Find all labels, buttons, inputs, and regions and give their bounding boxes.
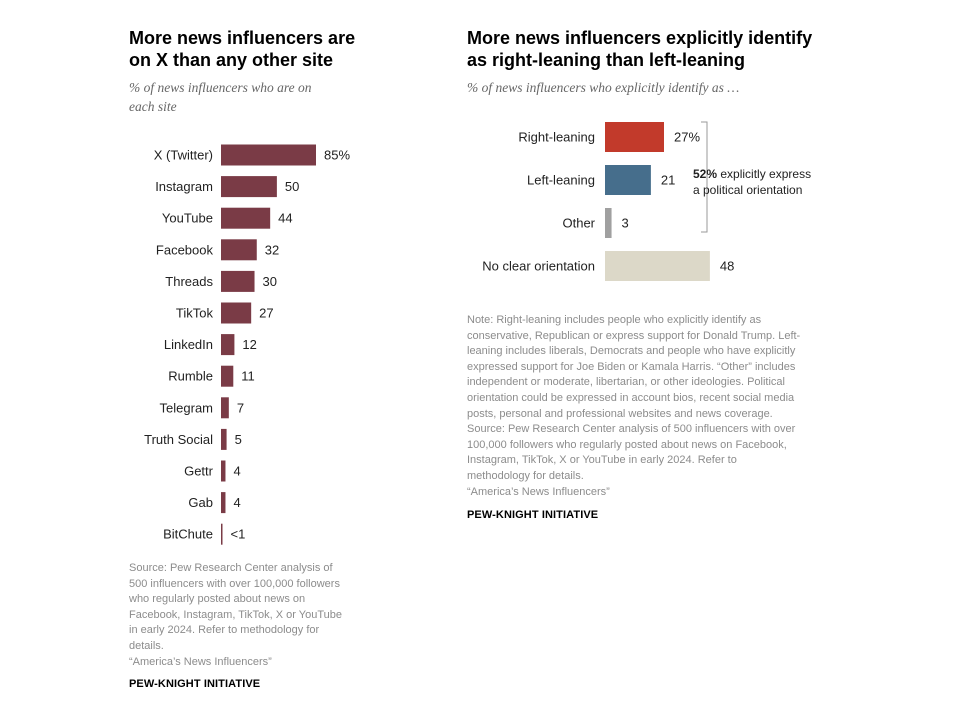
category-label: Right-leaning [518, 130, 595, 145]
category-label: TikTok [176, 306, 214, 321]
annotation-line-1: 52% explicitly express [693, 166, 811, 182]
note-line: in early 2024. Refer to methodology for [129, 624, 320, 637]
category-label: Threads [165, 274, 213, 289]
value-label: 5 [235, 432, 242, 447]
annotation-line-2: a political orientation [693, 183, 803, 197]
bar-instagram [221, 176, 277, 198]
bar-telegram [221, 397, 229, 419]
note-line: expressed support for Joe Biden or Kamal… [467, 360, 796, 373]
value-label: 30 [263, 274, 277, 289]
bar-tiktok [221, 302, 252, 324]
note-line: Source: Pew Research Center analysis of [129, 562, 333, 574]
note-line: posts, personal and professional website… [467, 407, 773, 420]
value-label: 85% [324, 148, 350, 163]
bar-youtube [221, 207, 271, 229]
bar-left-leaning [605, 165, 651, 195]
category-label: Gettr [184, 464, 214, 479]
value-label: 7 [237, 400, 244, 415]
left-title-line-2: on X than any other site [129, 50, 334, 70]
bar-other [605, 208, 612, 238]
left-source-note: Source: Pew Research Center analysis of 5… [129, 561, 342, 670]
value-label: 48 [720, 259, 734, 274]
left-chart-title: More news influencers are on X than any … [129, 27, 355, 71]
orientation-annotation: 52% explicitly express a political orien… [693, 166, 811, 198]
note-line: Instagram, TikTok, X or YouTube in early… [467, 454, 737, 467]
category-label: Instagram [155, 179, 213, 194]
annotation-percent: 52% [693, 167, 718, 181]
category-label: Facebook [156, 242, 214, 257]
bar-truth-social [221, 428, 227, 450]
annotation-text-1: explicitly express [717, 167, 812, 181]
value-label: 21 [661, 173, 675, 188]
note-line: 500 influencers with over 100,000 follow… [129, 577, 340, 590]
bar-no-clear-orientation [605, 251, 710, 281]
right-chart-title: More news influencers explicitly identif… [467, 27, 812, 71]
value-label: 27% [674, 130, 700, 145]
category-label: Truth Social [144, 432, 213, 447]
right-source-note: Note: Right-leaning includes people who … [467, 313, 800, 500]
right-bar-chart: Right-leaning 27% Left-leaning 21 Other 3 No c… [482, 121, 734, 281]
bar-x-twitter- [221, 144, 316, 166]
note-line: Note: Right-leaning includes people who … [467, 314, 762, 326]
right-brand: PEW-KNIGHT INITIATIVE [467, 509, 599, 521]
bar-facebook [221, 239, 257, 261]
note-line: who regularly posted about news on [129, 593, 306, 606]
bar-gettr [221, 460, 226, 482]
value-label: 4 [233, 495, 240, 510]
right-title-line-1: More news influencers explicitly identif… [467, 28, 813, 48]
value-label: 12 [242, 337, 256, 352]
bar-bitchute [221, 523, 223, 545]
note-line: Source: Pew Research Center analysis of … [467, 423, 796, 436]
right-chart-subtitle: % of news influencers who explicitly ide… [467, 80, 740, 95]
bar-rumble [221, 365, 234, 387]
value-label: <1 [231, 527, 246, 542]
left-subtitle-line-1: % of news influencers who are on [129, 80, 312, 95]
value-label: 32 [265, 242, 279, 257]
left-title-line-1: More news influencers are [129, 28, 356, 48]
note-line: “America’s News Influencers” [467, 485, 610, 498]
category-label: Other [562, 216, 595, 231]
bar-right-leaning [605, 122, 664, 152]
note-line: leaning includes liberals, Democrats and… [467, 345, 796, 358]
note-line: 100,000 followers who regularly posted a… [467, 438, 787, 451]
note-line: “America’s News Influencers” [129, 655, 272, 668]
category-label: Rumble [168, 369, 213, 384]
category-label: X (Twitter) [154, 148, 213, 163]
category-label: BitChute [163, 527, 213, 542]
category-label: LinkedIn [164, 337, 213, 352]
value-label: 3 [622, 216, 629, 231]
value-label: 27 [259, 306, 273, 321]
note-line: details. [129, 639, 164, 652]
value-label: 11 [241, 369, 255, 384]
category-label: Telegram [160, 400, 213, 415]
category-label: YouTube [162, 211, 213, 226]
note-line: Facebook, Instagram, TikTok, X or YouTub… [129, 608, 342, 621]
value-label: 44 [278, 211, 292, 226]
note-line: independent or moderate, libertarian, or… [467, 376, 785, 389]
category-label: Left-leaning [527, 173, 595, 188]
left-chart-subtitle: % of news influencers who are on each si… [129, 78, 311, 116]
right-title-line-2: as right-leaning than left-leaning [467, 50, 746, 70]
bar-threads [221, 270, 255, 292]
category-label: Gab [188, 495, 213, 510]
note-line: orientation could be expressed in accoun… [467, 391, 795, 404]
note-line: methodology for details. [467, 469, 584, 482]
category-label: No clear orientation [482, 259, 595, 274]
bar-gab [221, 492, 226, 514]
group-bracket [701, 121, 708, 233]
left-subtitle-line-2: each site [129, 99, 177, 114]
note-line: conservative, Republican or express supp… [467, 329, 801, 342]
bar-linkedin [221, 334, 235, 356]
left-brand: PEW-KNIGHT INITIATIVE [129, 678, 261, 690]
value-label: 4 [233, 464, 240, 479]
value-label: 50 [285, 179, 299, 194]
